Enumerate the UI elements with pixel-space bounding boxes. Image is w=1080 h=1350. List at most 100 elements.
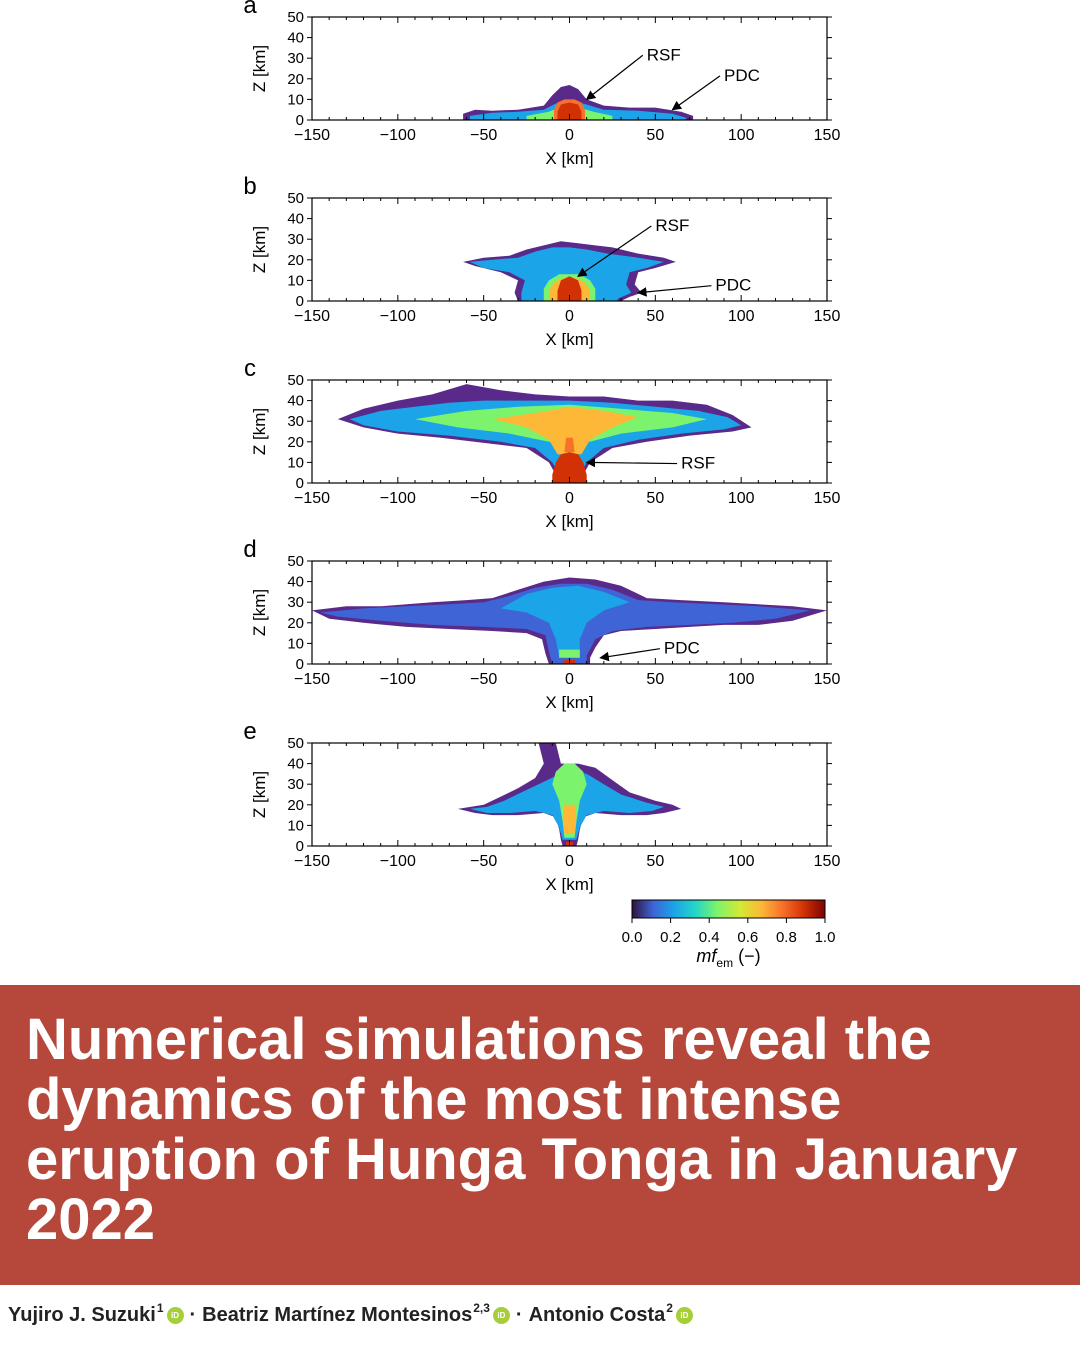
- y-tick-label: 40: [287, 393, 304, 410]
- plume-region: [552, 763, 587, 838]
- x-axis-label: X [km]: [545, 693, 593, 712]
- author-affiliation: 1: [156, 1301, 164, 1315]
- orcid-icon[interactable]: iD: [492, 1306, 510, 1324]
- y-axis-label: Z [km]: [250, 771, 269, 818]
- colorbar-tick-label: 1.0: [815, 929, 836, 946]
- author: Yujiro J. Suzuki 1 iD: [8, 1301, 184, 1327]
- orcid-icon[interactable]: iD: [675, 1306, 693, 1324]
- author: Beatriz Martínez Montesinos 2,3 iD: [202, 1301, 510, 1327]
- y-tick-label: 40: [287, 30, 304, 47]
- colorbar-label: mfem (−): [696, 946, 760, 970]
- author-list: Yujiro J. Suzuki 1 iD · Beatriz Martínez M…: [8, 1300, 693, 1330]
- y-tick-label: 40: [287, 574, 304, 591]
- x-axis-label: X [km]: [545, 330, 593, 349]
- annotation-arrow: [599, 648, 661, 662]
- y-tick-label: 30: [287, 231, 304, 248]
- author-name: Beatriz Martínez Montesinos: [202, 1303, 473, 1326]
- y-tick-label: 20: [287, 615, 304, 632]
- annotation-arrow: [671, 75, 721, 111]
- x-tick-label: −50: [470, 490, 497, 507]
- y-tick-label: 0: [296, 838, 304, 855]
- x-tick-label: −150: [294, 127, 330, 144]
- y-tick-label: 30: [287, 50, 304, 67]
- y-tick-label: 40: [287, 756, 304, 773]
- x-tick-label: −50: [470, 671, 497, 688]
- panel-letter: e: [243, 718, 256, 745]
- x-tick-label: 150: [814, 853, 841, 870]
- y-axis-label: Z [km]: [250, 589, 269, 636]
- chart-panel-d: −150 −100 −50 0 50 100 150 0 10 20 30 40 50 X [km] Z […: [243, 536, 840, 712]
- plume-region: [557, 102, 582, 120]
- plume-region: [552, 452, 587, 483]
- y-tick-label: 0: [296, 656, 304, 673]
- annotation-label: PDC: [715, 276, 751, 295]
- plume-region: [492, 406, 639, 455]
- colorbar-tick-label: 0.4: [699, 929, 720, 946]
- title-banner: [0, 985, 1080, 1285]
- y-tick-label: 10: [287, 454, 304, 471]
- author-affiliation: 2,3: [473, 1301, 490, 1315]
- annotation-arrow: [636, 285, 712, 297]
- author-affiliation: 2: [666, 1301, 673, 1315]
- x-tick-label: 100: [728, 671, 755, 688]
- x-tick-label: −150: [294, 671, 330, 688]
- plume-region: [562, 804, 577, 834]
- y-tick-label: 20: [287, 71, 304, 88]
- y-tick-label: 10: [287, 635, 304, 652]
- author-separator: ·: [515, 1303, 523, 1326]
- x-tick-label: 0: [565, 853, 574, 870]
- colorbar-tick-label: 0.6: [737, 929, 758, 946]
- author-name: Yujiro J. Suzuki: [8, 1303, 156, 1326]
- plume-region: [559, 649, 580, 658]
- annotation-label: RSF: [655, 216, 689, 235]
- x-tick-label: −50: [470, 127, 497, 144]
- x-tick-label: −50: [470, 853, 497, 870]
- annotation-label: PDC: [724, 66, 760, 85]
- y-tick-label: 0: [296, 112, 304, 129]
- x-tick-label: 150: [814, 490, 841, 507]
- y-tick-label: 50: [287, 9, 304, 26]
- x-tick-label: 50: [646, 127, 664, 144]
- colorbar-tick-label: 0.2: [660, 929, 681, 946]
- x-tick-label: 150: [814, 671, 841, 688]
- x-tick-label: 150: [814, 308, 841, 325]
- x-tick-label: −50: [470, 308, 497, 325]
- panel-letter: d: [243, 536, 256, 563]
- article-title: Numerical simulations reveal the dynamic…: [26, 1007, 1018, 1252]
- plume-region: [557, 276, 582, 301]
- y-tick-label: 30: [287, 413, 304, 430]
- panel-letter: a: [243, 0, 257, 19]
- x-axis-label: X [km]: [545, 512, 593, 531]
- x-tick-label: 50: [646, 853, 664, 870]
- y-tick-label: 10: [287, 91, 304, 108]
- colorbar-gradient: [631, 899, 826, 919]
- chart-panel-a: −150 −100 −50 0 50 100 150 0 10 20 30 40 50 X [km] Z […: [243, 0, 840, 168]
- y-axis-label: Z [km]: [250, 408, 269, 455]
- chart-panel-b: −150 −100 −50 0 50 100 150 0 10 20 30 40 50 X [km] Z […: [243, 173, 840, 349]
- y-tick-label: 50: [287, 735, 304, 752]
- x-tick-label: 0: [565, 127, 574, 144]
- y-tick-label: 20: [287, 434, 304, 451]
- y-axis-label: Z [km]: [250, 226, 269, 273]
- annotation-label: PDC: [664, 639, 700, 658]
- x-tick-label: −100: [380, 853, 416, 870]
- x-tick-label: 100: [728, 853, 755, 870]
- x-tick-label: 100: [728, 490, 755, 507]
- y-tick-label: 40: [287, 211, 304, 228]
- colorbar-tick-label: 0.0: [622, 929, 643, 946]
- colorbar-tick-label: 0.8: [776, 929, 797, 946]
- x-tick-label: 0: [565, 490, 574, 507]
- author-name: Antonio Costa: [528, 1303, 666, 1326]
- x-tick-label: −150: [294, 490, 330, 507]
- chart-panel-e: −150 −100 −50 0 50 100 150 0 10 20 30 40 50 X [km] Z […: [243, 718, 840, 894]
- y-tick-label: 30: [287, 594, 304, 611]
- orcid-icon[interactable]: iD: [166, 1306, 184, 1324]
- author: Antonio Costa 2 iD: [528, 1301, 693, 1327]
- chart-panel-c: −150 −100 −50 0 50 100 150 0 10 20 30 40 50 X [km] Z […: [244, 355, 840, 531]
- y-tick-label: 30: [287, 776, 304, 793]
- y-axis-label: Z [km]: [250, 45, 269, 92]
- x-tick-label: 0: [565, 308, 574, 325]
- y-tick-label: 20: [287, 252, 304, 269]
- y-tick-label: 20: [287, 797, 304, 814]
